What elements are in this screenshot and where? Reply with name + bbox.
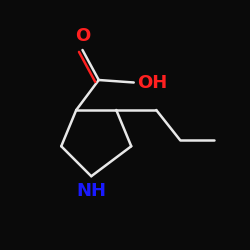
Text: OH: OH	[137, 74, 167, 92]
Text: NH: NH	[76, 182, 106, 200]
Text: O: O	[75, 28, 90, 46]
